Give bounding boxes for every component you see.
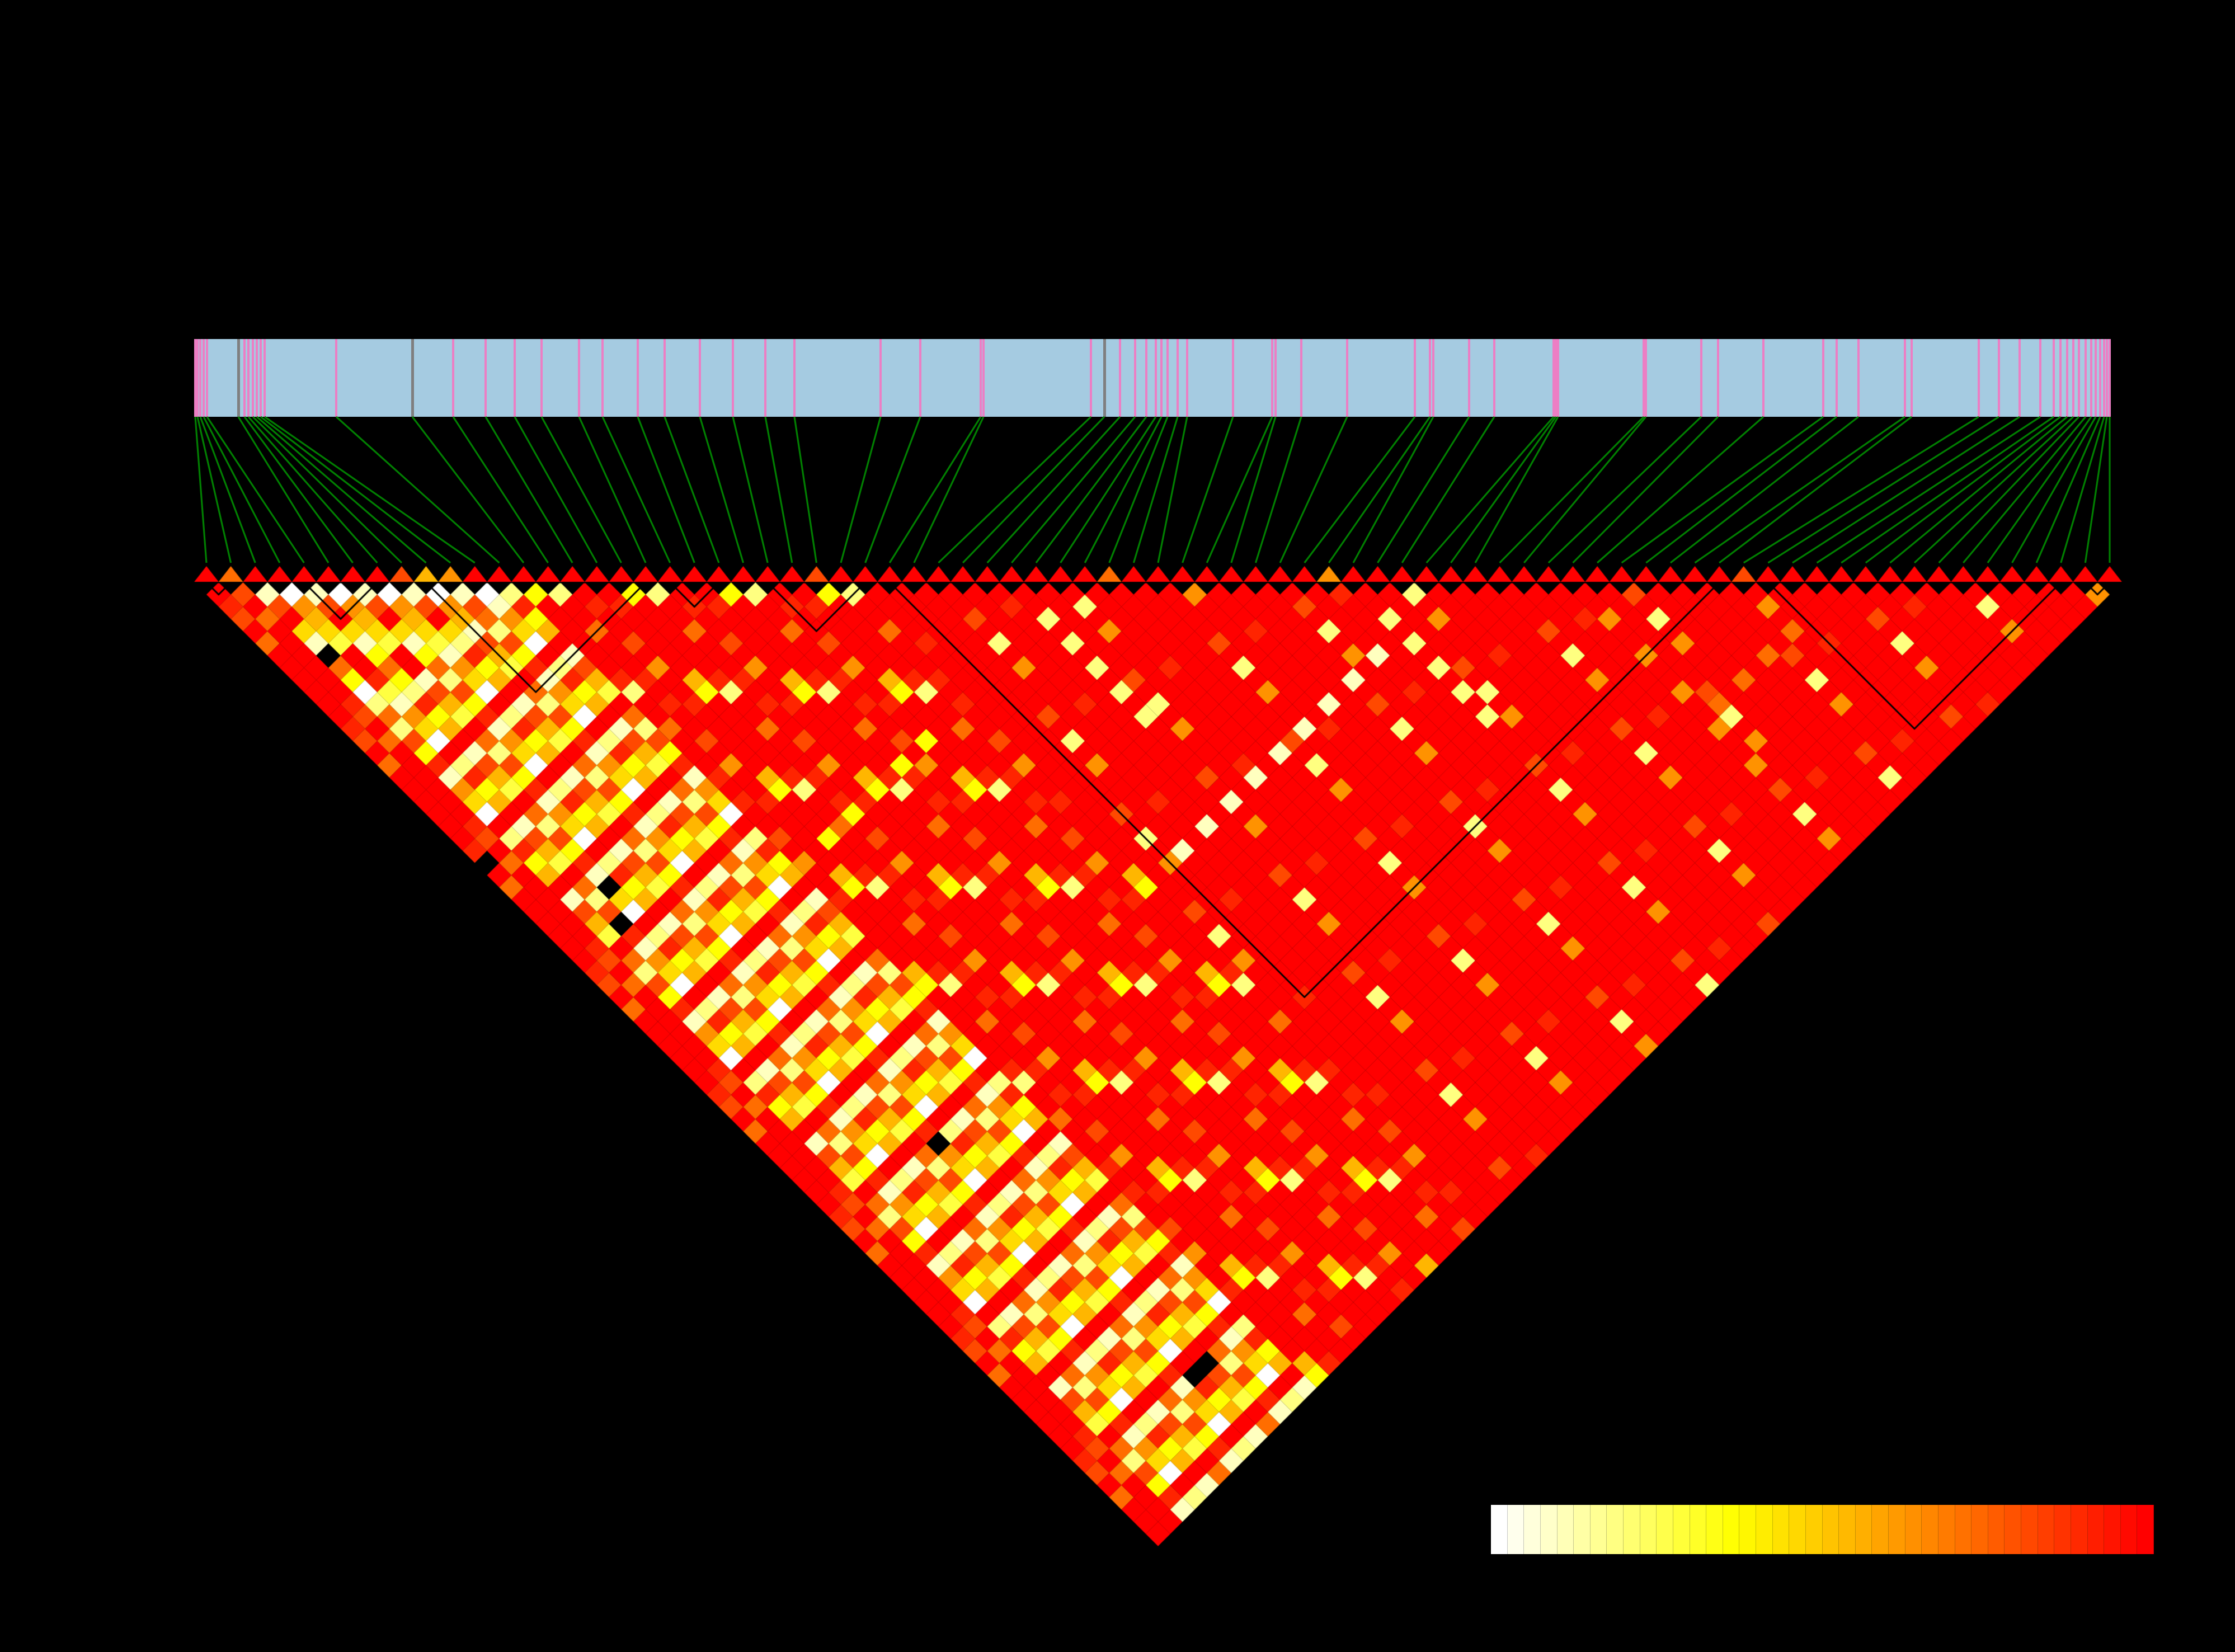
color-key-segment <box>1657 1505 1673 1554</box>
color-key-segment <box>2054 1505 2071 1554</box>
color-key-segment <box>1822 1505 1839 1554</box>
color-key-segment <box>1706 1505 1723 1554</box>
color-key-segment <box>1507 1505 1524 1554</box>
color-key-segment <box>1640 1505 1657 1554</box>
color-key-segment <box>1971 1505 1988 1554</box>
color-key-segment <box>1557 1505 1574 1554</box>
color-key-segment <box>1624 1505 1640 1554</box>
color-key-segment <box>2071 1505 2088 1554</box>
color-key-segment <box>2120 1505 2138 1554</box>
color-key-segment <box>1607 1505 1624 1554</box>
color-key-segment <box>1855 1505 1872 1554</box>
color-key-segment <box>1772 1505 1790 1554</box>
color-key-segment <box>1690 1505 1707 1554</box>
color-key-segment <box>1839 1505 1856 1554</box>
color-key-segment <box>2137 1505 2154 1554</box>
color-key-gradient <box>1491 1505 2154 1554</box>
color-key-segment <box>1723 1505 1740 1554</box>
color-key-segment <box>1739 1505 1756 1554</box>
color-key-segment <box>1574 1505 1591 1554</box>
color-key-segment <box>1955 1505 1972 1554</box>
color-key-segment <box>1922 1505 1938 1554</box>
color-key-segment <box>1988 1505 2005 1554</box>
color-key-segment <box>1590 1505 1607 1554</box>
color-key-segment <box>2005 1505 2021 1554</box>
color-key-segment <box>1872 1505 1889 1554</box>
color-key-segment <box>1673 1505 1690 1554</box>
color-key-segment <box>1756 1505 1773 1554</box>
color-key-segment <box>2021 1505 2038 1554</box>
color-key-segment <box>1805 1505 1823 1554</box>
color-key-segment <box>1524 1505 1541 1554</box>
color-key-segment <box>2104 1505 2121 1554</box>
color-key-segment <box>2087 1505 2105 1554</box>
color-key-segment <box>1905 1505 1922 1554</box>
color-key-segment <box>1540 1505 1558 1554</box>
color-key-segment <box>1938 1505 1955 1554</box>
color-key-segment <box>1789 1505 1806 1554</box>
color-key-segment <box>1889 1505 1905 1554</box>
color-key-segment <box>1491 1505 1508 1554</box>
color-key-segment <box>2038 1505 2055 1554</box>
